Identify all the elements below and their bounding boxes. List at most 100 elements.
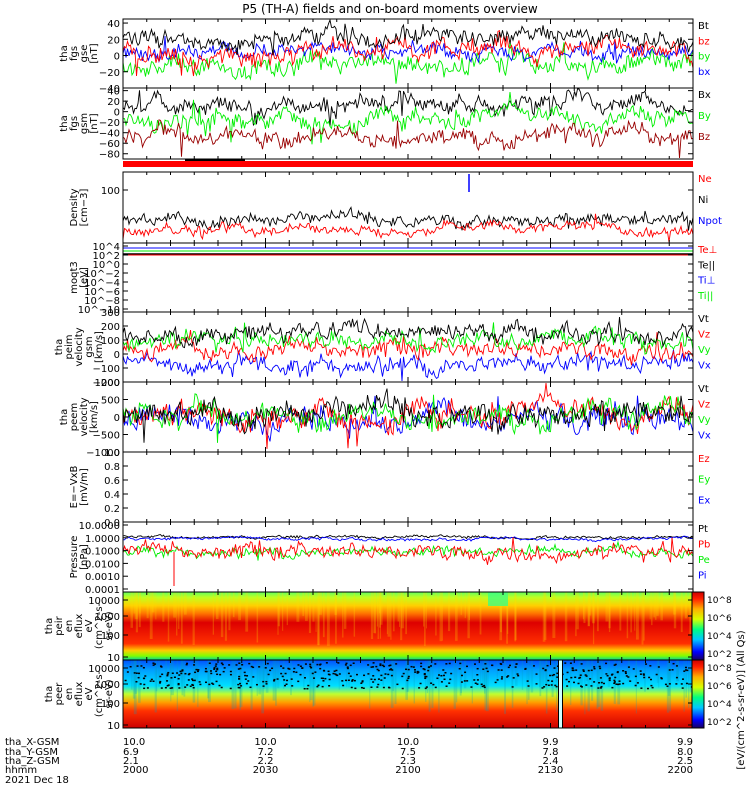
spectrogram-dropout: [170, 677, 173, 679]
y-tick-label: 10: [107, 653, 120, 664]
y-axis-label-line: [km/s]: [89, 401, 100, 433]
spectrogram-dropout: [238, 662, 241, 664]
spectrogram-texture: [500, 592, 502, 633]
spectrogram-texture: [309, 660, 311, 703]
spectrogram-texture: [555, 660, 558, 682]
spectrogram-dropout: [496, 679, 499, 681]
spectrogram-texture: [656, 592, 659, 616]
spectrogram-dropout: [322, 680, 325, 682]
spectrogram-dropout: [186, 684, 189, 686]
spectrogram-texture: [310, 660, 313, 701]
spectrogram-texture: [499, 592, 503, 641]
spectrogram-texture: [176, 592, 178, 636]
spectrogram-dropout: [324, 677, 327, 680]
spectrogram-dropout: [516, 673, 519, 675]
spectrogram-texture: [373, 592, 376, 634]
y-axis-label: thafgsgsm[nT]: [59, 113, 100, 134]
y-axis-label-line: sr-eV): [104, 611, 115, 640]
spectrogram-texture: [313, 660, 316, 706]
spectrogram-dropout: [649, 665, 652, 667]
y-axis-label-line: velocity: [74, 327, 85, 366]
spectrogram-dropout: [303, 687, 306, 690]
y-tick-label: −60: [99, 139, 120, 150]
spectrogram-dropout: [615, 683, 618, 685]
colorbar-tick-label: 10^8: [707, 596, 732, 606]
spectrogram-dropout: [212, 683, 215, 685]
spectrogram-texture: [322, 592, 325, 638]
spectrogram-dropout: [406, 679, 409, 682]
y-tick-label: −20: [99, 68, 120, 79]
legend-entry: Ti⊥: [697, 276, 715, 287]
spectrogram-texture: [197, 660, 199, 708]
spectrogram-dropout: [284, 684, 287, 687]
y-axis-label-line: eV: [84, 687, 95, 700]
spectrogram-dropout: [160, 687, 163, 689]
y-tick-label: 100: [101, 336, 120, 347]
spectrogram-dropout: [672, 662, 675, 665]
spectrogram-texture: [173, 592, 177, 618]
fgs-gse-frame: [122, 18, 694, 89]
spectrogram-dropout: [360, 682, 363, 684]
spectrogram-dropout: [582, 670, 585, 673]
spectrogram-texture: [169, 660, 171, 686]
spectrogram-dropout: [425, 675, 428, 678]
footer-row-label: 2021 Dec 18: [5, 775, 69, 786]
spectrogram-dropout: [372, 681, 375, 683]
spectrogram-texture: [511, 660, 514, 708]
spectrogram-dropout: [599, 677, 602, 679]
spectrogram-texture: [543, 660, 545, 689]
spectrogram-texture: [133, 660, 137, 715]
y-axis-label: Pressure[nPa]: [69, 536, 90, 579]
y-axis-label-line: gse: [79, 45, 90, 63]
spectrogram-dropout: [229, 687, 232, 690]
spectrogram-dropout: [430, 682, 433, 684]
spectrogram-dropout: [388, 686, 391, 689]
spectrogram-dropout: [333, 670, 336, 672]
spectrogram-dropout: [624, 672, 627, 675]
spectrogram-texture: [224, 592, 227, 641]
spectrogram-dropout: [337, 662, 340, 664]
spectrogram-dropout: [575, 669, 578, 671]
spectrogram-texture: [138, 660, 141, 703]
y-axis-label-line: gsm: [79, 113, 90, 134]
spectrogram-texture: [265, 660, 269, 693]
spectrogram-dropout: [485, 667, 488, 670]
footer-value: 6.9: [123, 747, 139, 758]
y-axis-label-line: fgs: [69, 116, 80, 131]
spectrogram-dropout: [417, 671, 420, 673]
spectrogram-dropout: [322, 669, 325, 672]
spectrogram-dropout: [137, 676, 140, 679]
spectrogram-dropout: [338, 673, 341, 675]
spectrogram-dropout: [169, 687, 172, 689]
spectrogram-texture: [194, 660, 198, 682]
y-tick-label: 0.8: [104, 462, 120, 473]
panel-density: 100 Density[cm−3] Ne Ni Npot: [69, 171, 722, 244]
y-tick-label: 0.0100: [85, 559, 120, 570]
spectrogram-texture: [286, 592, 288, 626]
spectrogram-texture: [484, 660, 486, 694]
spectrogram-texture: [435, 592, 437, 636]
spectrogram-dropout: [675, 683, 678, 685]
spectrogram-dropout: [243, 671, 246, 674]
spectrogram-texture: [130, 660, 133, 690]
spectrogram-dropout: [655, 673, 658, 676]
colorbars: 10^8 10^6 10^4 10^2 10^8 10^6 10^4 10^2 [eV/(cm^…: [691, 591, 747, 770]
spectrogram-texture: [619, 592, 622, 631]
spectrogram-dropout: [177, 683, 180, 686]
legend-entry: Vt: [698, 314, 709, 325]
spectrogram-dropout: [347, 679, 350, 682]
spectrogram-dropout: [556, 665, 559, 667]
spectrogram-dropout: [215, 663, 218, 665]
spectrogram-dropout: [390, 668, 393, 670]
spectrogram-dropout: [476, 683, 479, 685]
spectrogram-dropout: [143, 683, 146, 686]
legend-entry: by: [698, 52, 710, 63]
spectrogram-texture: [400, 592, 403, 641]
spectrogram-texture: [239, 660, 243, 708]
spectrogram-dropout: [273, 678, 276, 681]
spectrogram-dropout: [497, 669, 500, 671]
spectrogram-dropout: [550, 684, 553, 686]
legend-entry: Te||: [697, 260, 715, 271]
spectrogram-dropout: [549, 674, 552, 677]
spectrogram-texture: [308, 592, 312, 633]
